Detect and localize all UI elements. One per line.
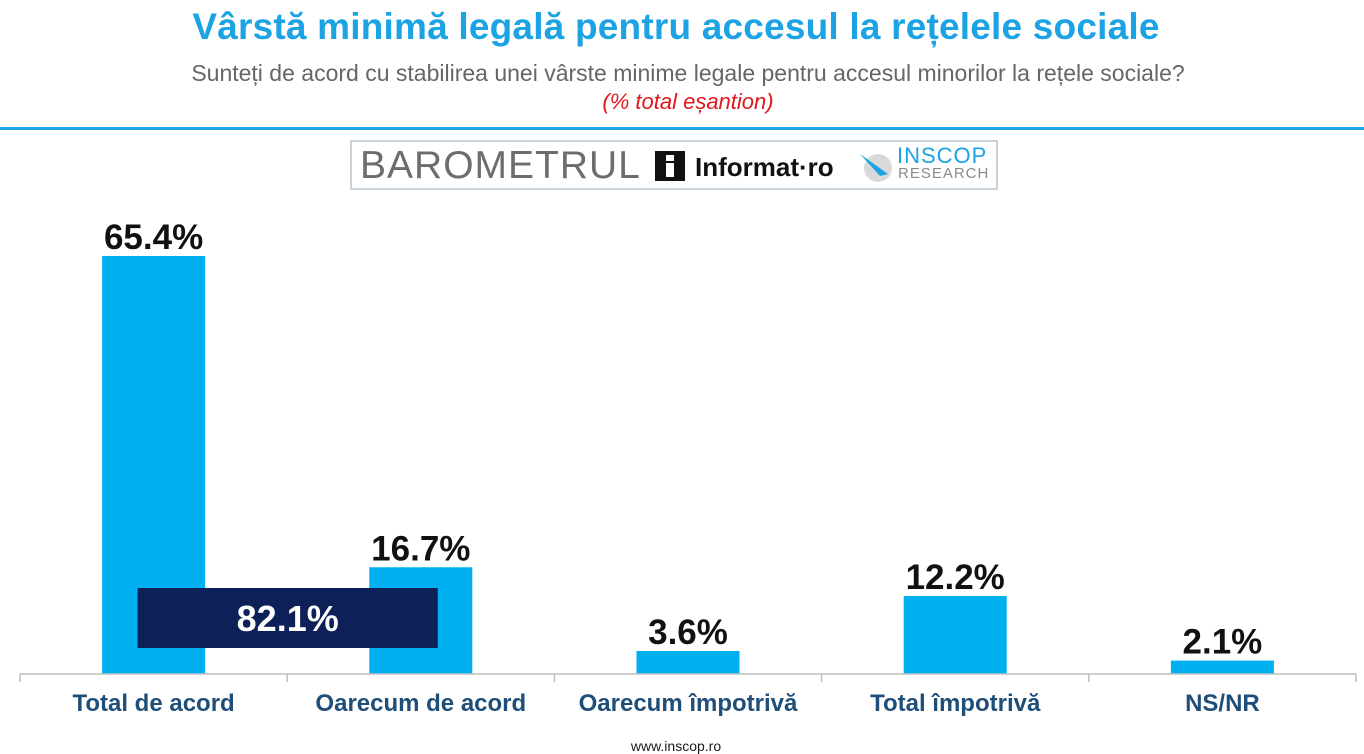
value-label: 65.4% xyxy=(104,218,203,257)
sample-note: (% total eșantion) xyxy=(602,89,774,114)
total-agree-label: 82.1% xyxy=(237,598,339,639)
total-agree-box xyxy=(137,588,438,648)
logo-informat-text: Informat·ro xyxy=(695,152,834,182)
value-label: 16.7% xyxy=(371,529,470,568)
chart-subtitle: Sunteți de acord cu stabilirea unei vârs… xyxy=(191,60,1185,86)
logo-research-text: RESEARCH xyxy=(898,165,990,182)
value-label: 12.2% xyxy=(906,558,1005,597)
category-label: Total de acord xyxy=(72,690,234,717)
chart-title: Vârstă minimă legală pentru accesul la r… xyxy=(192,6,1160,47)
bar xyxy=(1170,660,1274,674)
category-label: Oarecum împotrivă xyxy=(579,690,798,717)
value-label: 2.1% xyxy=(1183,623,1263,662)
footer-url: www.inscop.ro xyxy=(630,738,722,754)
header-divider xyxy=(0,127,1364,130)
category-label: Oarecum de acord xyxy=(315,690,526,717)
category-label: Total împotrivă xyxy=(870,690,1041,717)
category-label: NS/NR xyxy=(1185,690,1260,717)
value-label: 3.6% xyxy=(648,613,728,652)
bar xyxy=(636,650,740,674)
barometer-logo-banner: BAROMETRUL Informat·ro INSCOP RESEARCH xyxy=(350,140,998,190)
logo-barometrul-text: BAROMETRUL xyxy=(360,144,641,187)
info-i-icon xyxy=(655,151,685,181)
bar xyxy=(903,596,1007,674)
inscop-swoosh-icon xyxy=(860,154,892,182)
logo-inscop-text: INSCOP xyxy=(897,143,988,168)
